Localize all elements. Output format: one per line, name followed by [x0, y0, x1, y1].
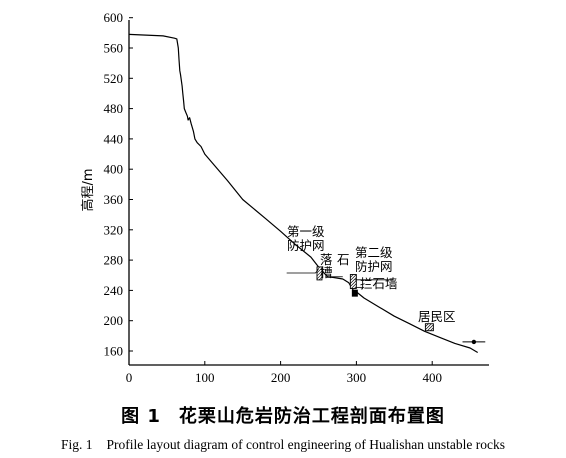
profile-diagram: 160 200 240 280 320 360 400 440 480 520 560 600 0 100…	[80, 10, 489, 385]
structures	[286, 266, 486, 345]
level-2-net-marker-hatch	[350, 280, 357, 287]
level-1-net-label-0: 第一级	[287, 224, 325, 239]
residential-area-marker-box	[424, 323, 434, 332]
y-tick-label: 440	[104, 131, 124, 146]
level-2-net-marker-hatch	[350, 274, 354, 278]
y-tick-label: 560	[104, 41, 124, 56]
level-2-net-marker-hatch	[351, 283, 357, 289]
caption-en-title: Profile layout diagram of control engine…	[106, 437, 506, 452]
level-1-net-marker-hatch	[316, 273, 323, 280]
x-tick-label: 300	[347, 370, 367, 385]
level-2-net-label-1: 防护网	[355, 259, 393, 274]
y-tick-label: 520	[104, 71, 124, 86]
y-tick-label: 480	[104, 101, 124, 116]
level-2-net-label-0: 第二级	[355, 245, 393, 260]
residential-area-marker-hatch	[427, 324, 434, 331]
x-tick-label: 400	[422, 370, 442, 385]
y-tick-label: 600	[104, 10, 124, 25]
x-tick-label: 0	[126, 370, 133, 385]
figure-caption-en: Fig. 1 Profile layout diagram of control …	[0, 437, 566, 453]
rockfall-trench-label-extra: 石	[337, 252, 350, 267]
level-1-net-label-1: 防护网	[287, 238, 325, 253]
y-tick-label: 320	[104, 222, 124, 237]
residential-area-marker	[424, 323, 434, 332]
residential-level-dot	[471, 339, 477, 345]
level-1-net-marker-hatch	[318, 276, 323, 281]
level-1-net-marker	[316, 266, 323, 281]
y-tick-label: 360	[104, 192, 124, 207]
axes	[128, 20, 489, 366]
residential-area-marker-hatch	[425, 323, 432, 330]
residential-area-marker-hatch	[425, 323, 429, 327]
level-1-net-marker-hatch	[316, 266, 321, 271]
rockfall-trench-label-1: 槽	[320, 265, 333, 280]
y-tick-label: 280	[104, 253, 124, 268]
level-2-net-marker	[349, 274, 357, 289]
caption-zh-number: 图 1	[121, 406, 161, 427]
level-2-net-marker-hatch	[350, 277, 357, 284]
level-1-net-marker-hatch	[316, 267, 323, 274]
x-tick-label: 100	[195, 370, 215, 385]
level-1-net-marker-hatch	[316, 270, 323, 277]
axis-ticks: 160 200 240 280 320 360 400 440 480 520 560 600 0 100…	[104, 10, 442, 385]
retaining-wall-label-0: 拦石墙	[360, 276, 398, 291]
y-tick-label: 240	[104, 283, 124, 298]
rockfall-trench-label-0: 落	[320, 252, 333, 267]
terrain-line	[128, 33, 479, 354]
level-2-net-marker-hatch	[354, 286, 357, 289]
residential-area-label-0: 居民区	[418, 309, 456, 324]
y-axis-title: 高程/m	[80, 168, 96, 211]
level-1-net-leader	[286, 268, 319, 274]
level-2-net-marker-hatch	[350, 274, 357, 281]
retaining-wall-marker	[351, 289, 358, 297]
y-tick-label: 400	[104, 162, 124, 177]
residential-area-marker-hatch	[430, 327, 434, 331]
figure-caption-zh: 图 1 花栗山危岩防治工程剖面布置图	[0, 402, 566, 428]
x-tick-label: 200	[271, 370, 291, 385]
y-tick-label: 160	[104, 344, 124, 359]
caption-zh-title: 花栗山危岩防治工程剖面布置图	[178, 406, 445, 427]
terrain-profile	[128, 33, 479, 354]
y-tick-label: 200	[104, 313, 124, 328]
caption-en-number: Fig. 1	[60, 437, 93, 452]
